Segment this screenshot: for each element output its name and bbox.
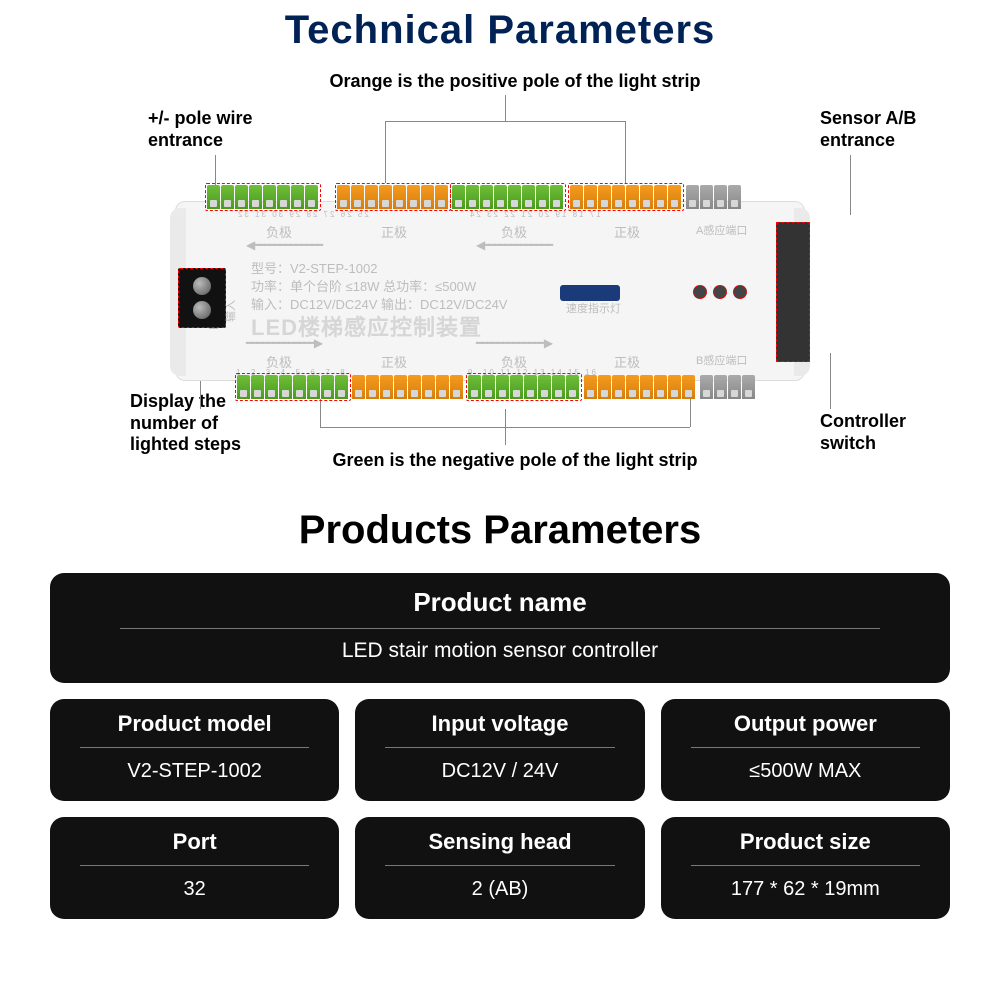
pcb-pos-t1: 正极: [381, 222, 407, 241]
hero-label: Product name: [80, 587, 920, 618]
spec-value: ≤500W MAX: [671, 760, 940, 789]
spec-value: V2-STEP-1002: [60, 760, 329, 789]
spec-label: Port: [60, 829, 329, 855]
spec-card-5: Product size 177 * 62 * 19mm: [661, 817, 950, 919]
term-top-1: [205, 183, 321, 211]
spec-card-3: Port 32: [50, 817, 339, 919]
control-buttons: [690, 279, 760, 305]
technical-title: Technical Parameters: [0, 0, 1000, 53]
spec-label: Input voltage: [365, 711, 634, 737]
spec-label: Sensing head: [365, 829, 634, 855]
spec-label: Product size: [671, 829, 940, 855]
pcb-pos-b1: 正极: [381, 352, 407, 371]
sensor-ports: [776, 222, 810, 362]
power-terminal: [178, 268, 226, 328]
ann-pole-wire: +/- pole wire entrance: [148, 108, 253, 151]
spec-card-0: Product model V2-STEP-1002: [50, 699, 339, 801]
pcb-power: 功率：单个台阶 ≤18W 总功率：≤500W: [251, 276, 476, 295]
spec-value: DC12V / 24V: [365, 760, 634, 789]
term-top-2: [335, 183, 451, 211]
ann-controller: Controller switch: [820, 411, 906, 454]
ann-sensor: Sensor A/B entrance: [820, 108, 916, 151]
spec-card-1: Input voltage DC12V / 24V: [355, 699, 644, 801]
spec-label: Product model: [60, 711, 329, 737]
ann-orange: Orange is the positive pole of the light…: [300, 71, 730, 93]
pcb-pos-t2: 正极: [614, 222, 640, 241]
ann-display-steps: Display the number of lighted steps: [130, 391, 241, 456]
pcb-model: 型号：V2-STEP-1002: [251, 258, 377, 277]
term-top-3: [450, 183, 566, 211]
pcb-pos-b2: 正极: [614, 352, 640, 371]
spec-value: 2 (AB): [365, 878, 634, 907]
term-bot-4: [582, 373, 698, 401]
term-bot-5: [698, 373, 758, 401]
spec-label: Output power: [671, 711, 940, 737]
hero-card: Product name LED stair motion sensor con…: [50, 573, 950, 683]
spec-grid: Product model V2-STEP-1002 Input voltage DC…: [50, 699, 950, 919]
term-bot-2: [350, 373, 466, 401]
term-top-4: [568, 183, 684, 211]
spec-card-2: Output power ≤500W MAX: [661, 699, 950, 801]
pcb-speed: 速度指示灯: [566, 300, 621, 316]
speed-indicator: [560, 285, 620, 301]
device-diagram: Orange is the positive pole of the light…: [0, 53, 1000, 493]
spec-card-4: Sensing head 2 (AB): [355, 817, 644, 919]
spec-value: 177 * 62 * 19mm: [671, 878, 940, 907]
products-title: Products Parameters: [0, 493, 1000, 573]
spec-value: 32: [60, 878, 329, 907]
term-bot-1: [235, 373, 351, 401]
ann-green: Green is the negative pole of the light …: [290, 450, 740, 472]
pcb-port-b: B感应端口: [696, 352, 747, 368]
pcb-port-a: A感应端口: [696, 222, 747, 238]
hero-value: LED stair motion sensor controller: [80, 639, 920, 669]
term-top-5: [684, 183, 744, 211]
term-bot-3: [466, 373, 582, 401]
